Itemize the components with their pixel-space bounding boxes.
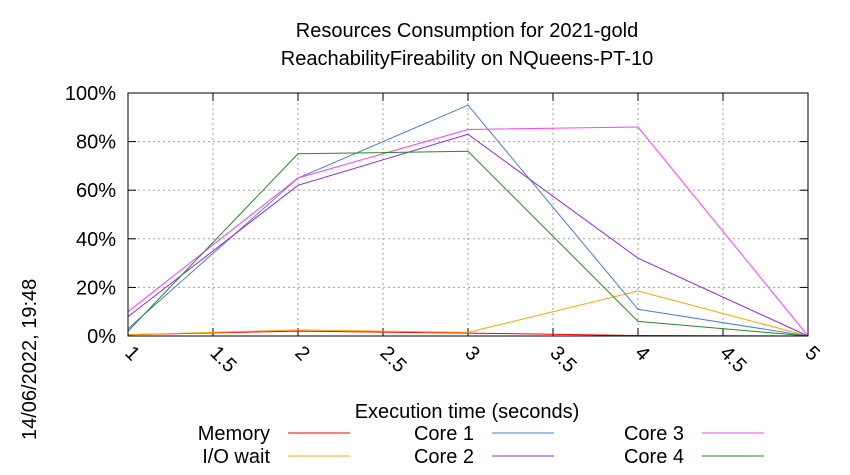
y-tick-label: 0% xyxy=(87,326,116,348)
y-tick-label: 100% xyxy=(65,83,116,105)
x-tick-label: 1 xyxy=(120,342,143,365)
legend-label: Core 2 xyxy=(414,446,474,468)
x-tick-label: 3 xyxy=(460,342,483,365)
plot-border xyxy=(127,92,809,337)
timestamp: 14/06/2022, 19:48 xyxy=(19,279,41,440)
y-tick-label: 80% xyxy=(76,132,116,154)
x-tick-label: 2.5 xyxy=(375,342,410,377)
chart-title-line1: Resources Consumption for 2021-gold xyxy=(296,20,638,42)
y-tick-label: 20% xyxy=(76,277,116,299)
y-tick-label: 40% xyxy=(76,229,116,251)
chart-title-line2: ReachabilityFireability on NQueens-PT-10 xyxy=(281,48,653,70)
series-line-i-o-wait xyxy=(127,290,809,337)
y-tick-labels: 0% 20% 40% 60% 80% 100% xyxy=(65,83,808,348)
series-line-core-3 xyxy=(127,126,809,337)
x-tick-label: 1.5 xyxy=(205,342,240,377)
legend-label: Memory xyxy=(198,423,270,445)
x-tick-label: 2 xyxy=(290,342,313,365)
legend-label: Core 4 xyxy=(624,446,684,468)
series-line-core-2 xyxy=(127,133,809,337)
series-lines xyxy=(127,104,809,337)
x-tick-label: 3.5 xyxy=(545,342,580,377)
legend-label: Core 3 xyxy=(624,423,684,445)
series-line-core-1 xyxy=(127,104,809,337)
x-tick-label: 4 xyxy=(630,342,653,365)
grid-lines xyxy=(128,93,808,336)
x-axis-label: Execution time (seconds) xyxy=(355,401,580,423)
y-tick-label: 60% xyxy=(76,180,116,202)
x-tick-label: 4.5 xyxy=(715,342,750,377)
legend-label: I/O wait xyxy=(202,446,270,468)
legend-label: Core 1 xyxy=(414,423,474,445)
x-tick-label: 5 xyxy=(800,342,823,365)
series-line-core-4 xyxy=(127,150,809,337)
